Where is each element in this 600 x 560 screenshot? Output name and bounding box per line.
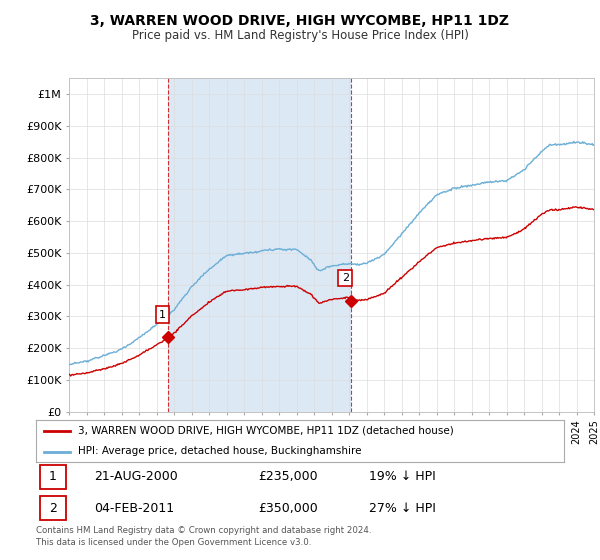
Text: 1: 1: [49, 470, 57, 483]
Text: 19% ↓ HPI: 19% ↓ HPI: [368, 470, 436, 483]
FancyBboxPatch shape: [40, 496, 65, 520]
FancyBboxPatch shape: [40, 465, 65, 489]
Text: 27% ↓ HPI: 27% ↓ HPI: [368, 502, 436, 515]
Text: HPI: Average price, detached house, Buckinghamshire: HPI: Average price, detached house, Buck…: [78, 446, 362, 456]
Text: 3, WARREN WOOD DRIVE, HIGH WYCOMBE, HP11 1DZ (detached house): 3, WARREN WOOD DRIVE, HIGH WYCOMBE, HP11…: [78, 426, 454, 436]
Text: 2: 2: [49, 502, 57, 515]
Bar: [168, 78, 350, 412]
Text: 2: 2: [342, 273, 349, 283]
Text: Contains HM Land Registry data © Crown copyright and database right 2024.
This d: Contains HM Land Registry data © Crown c…: [36, 526, 371, 547]
Text: 3, WARREN WOOD DRIVE, HIGH WYCOMBE, HP11 1DZ: 3, WARREN WOOD DRIVE, HIGH WYCOMBE, HP11…: [91, 14, 509, 28]
Text: 04-FEB-2011: 04-FEB-2011: [94, 502, 174, 515]
Text: 21-AUG-2000: 21-AUG-2000: [94, 470, 178, 483]
Text: Price paid vs. HM Land Registry's House Price Index (HPI): Price paid vs. HM Land Registry's House …: [131, 29, 469, 42]
Text: 1: 1: [159, 310, 166, 320]
Text: £350,000: £350,000: [258, 502, 317, 515]
Text: £235,000: £235,000: [258, 470, 317, 483]
